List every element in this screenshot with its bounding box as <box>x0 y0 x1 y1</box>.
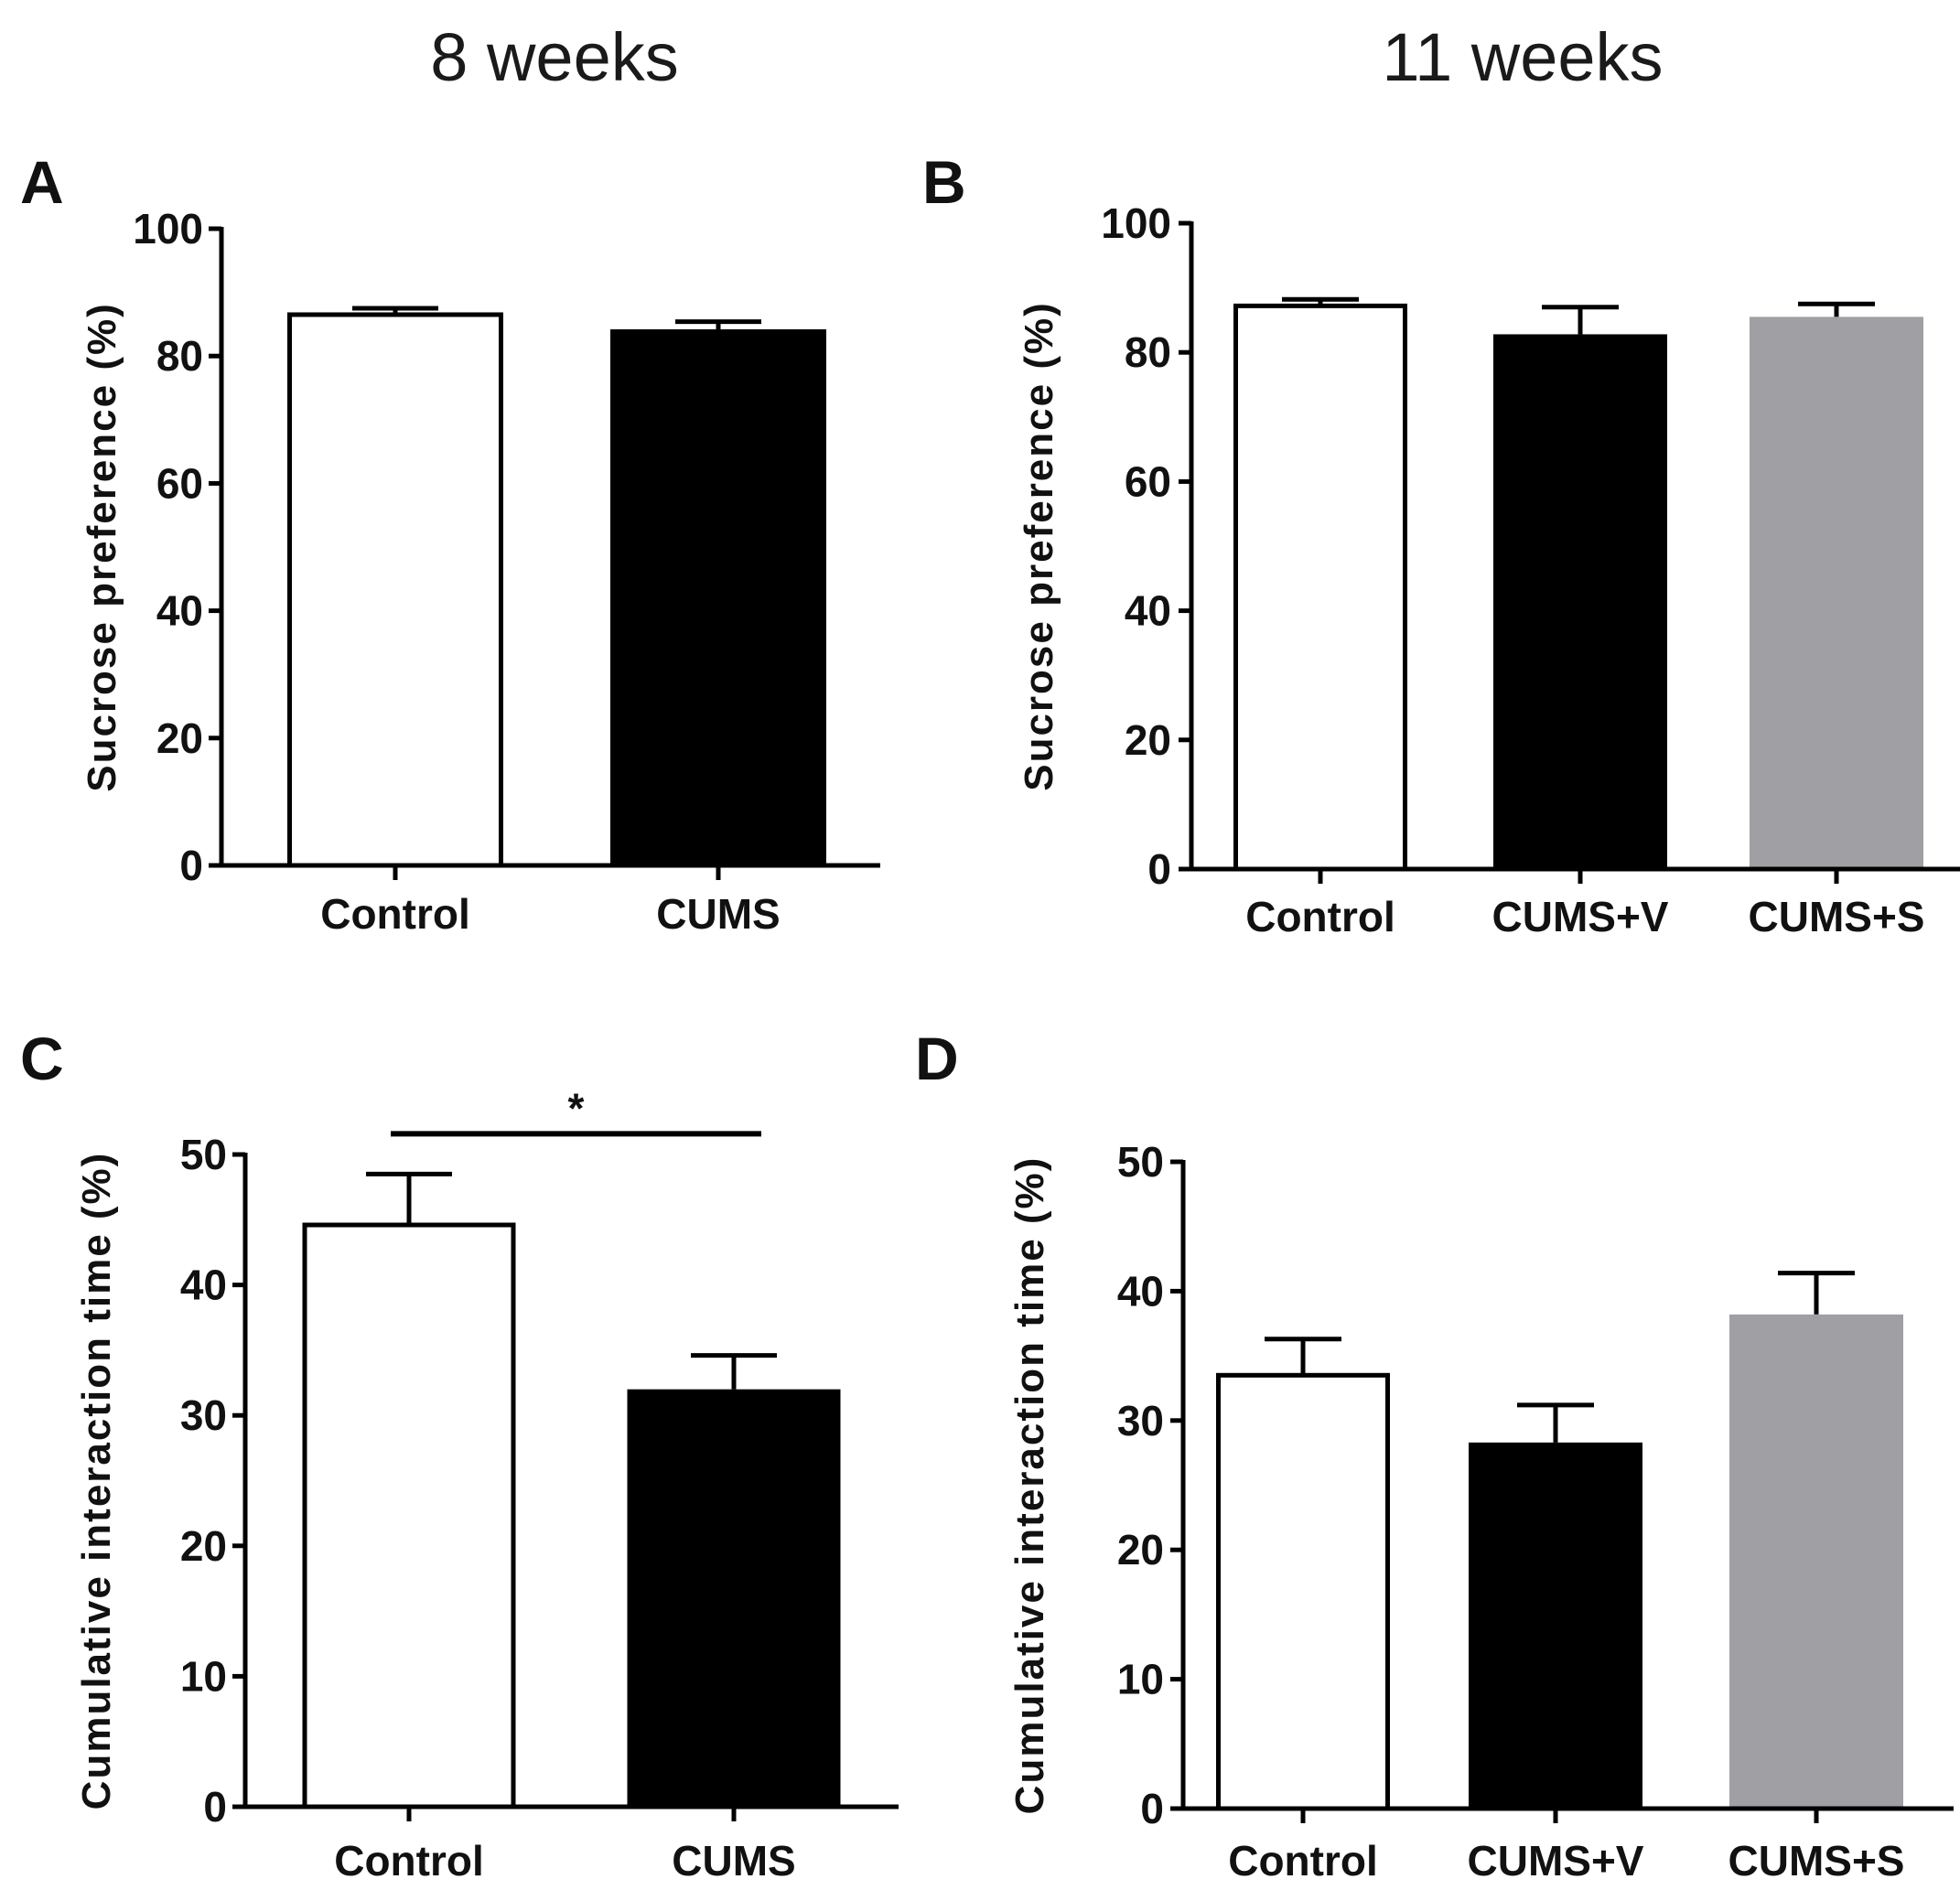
x-tick-label: Control <box>320 890 470 938</box>
bar-cums-v <box>1469 1442 1642 1809</box>
panel-d: D Cumulative interaction time (%) 0 10 20 30 4… <box>915 1025 1954 1885</box>
panel-c: C Cumulative interaction time (%) 0 10 20 30 4… <box>20 1025 899 1885</box>
y-tick-label: 60 <box>1125 457 1171 505</box>
y-axis-label: Cumulative interaction time (%) <box>74 1152 119 1810</box>
column-header-8-weeks: 8 weeks <box>430 19 678 95</box>
bar-cums-v <box>1493 334 1667 869</box>
y-axis-label: Sucrose preference (%) <box>1017 301 1061 791</box>
bar-cums-s <box>1750 317 1923 869</box>
y-tick-label: 30 <box>180 1391 227 1439</box>
panel-label: D <box>915 1025 959 1092</box>
y-tick-label: 20 <box>180 1522 227 1570</box>
y-tick-label: 10 <box>1117 1656 1164 1703</box>
bar-cums <box>610 328 826 865</box>
y-tick-label: 0 <box>1147 845 1171 893</box>
panel-a: A Sucrose preference (%) 0 20 40 60 80 100 Contr… <box>20 148 880 938</box>
significance-marker: * <box>568 1084 585 1132</box>
y-tick-label: 100 <box>133 205 203 252</box>
y-tick-label: 10 <box>180 1652 227 1700</box>
x-tick-label: Control <box>1245 893 1395 940</box>
y-tick-label: 0 <box>179 842 203 889</box>
y-tick-label: 40 <box>180 1262 227 1309</box>
y-tick-label: 40 <box>1125 587 1171 635</box>
panel-b: B Sucrose preference (%) 0 20 40 60 80 100 Contr… <box>922 148 1960 940</box>
y-tick-label: 20 <box>1117 1526 1164 1573</box>
x-tick-label: CUMS+S <box>1728 1837 1905 1885</box>
y-tick-label: 50 <box>1117 1138 1164 1186</box>
y-tick-label: 0 <box>203 1783 227 1831</box>
y-tick-label: 50 <box>180 1131 227 1178</box>
x-tick-label: CUMS+S <box>1749 893 1925 940</box>
y-axis-label: Sucrose preference (%) <box>80 302 124 792</box>
panel-label: B <box>922 148 966 216</box>
bar-cums <box>627 1389 841 1807</box>
y-tick-label: 20 <box>1125 716 1171 764</box>
bar-control <box>287 312 503 868</box>
x-tick-label: CUMS <box>656 890 780 938</box>
y-tick-label: 80 <box>1125 328 1171 376</box>
y-axis-label: Cumulative interaction time (%) <box>1007 1156 1052 1815</box>
x-tick-label: CUMS+V <box>1492 893 1669 940</box>
x-tick-label: CUMS <box>672 1837 795 1885</box>
bar-cums-s <box>1729 1314 1903 1809</box>
y-tick-label: 20 <box>156 714 203 762</box>
y-tick-label: 80 <box>156 332 203 380</box>
y-tick-label: 40 <box>1117 1267 1164 1315</box>
bar-control <box>1233 303 1407 872</box>
x-tick-label: CUMS+V <box>1468 1837 1644 1885</box>
y-tick-label: 0 <box>1140 1785 1164 1832</box>
y-tick-label: 100 <box>1101 199 1171 247</box>
x-tick-label: Control <box>334 1837 484 1885</box>
y-tick-label: 30 <box>1117 1397 1164 1444</box>
bar-control <box>302 1222 516 1809</box>
y-tick-label: 40 <box>156 587 203 635</box>
panel-label: C <box>20 1025 64 1092</box>
column-header-11-weeks: 11 weeks <box>1382 19 1663 95</box>
panel-label: A <box>20 148 64 216</box>
x-tick-label: Control <box>1228 1837 1378 1885</box>
y-tick-label: 60 <box>156 459 203 507</box>
bar-control <box>1216 1372 1390 1811</box>
